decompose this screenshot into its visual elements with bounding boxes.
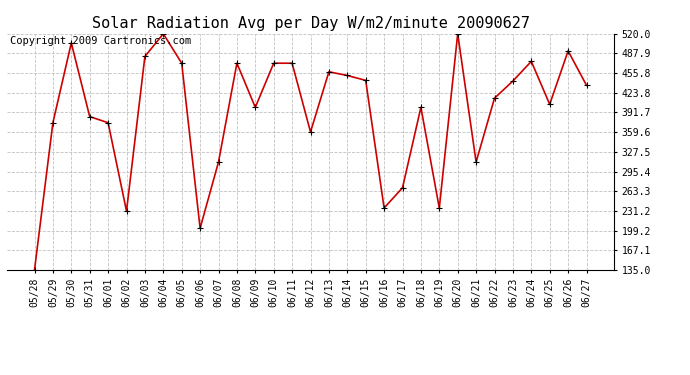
Text: Copyright 2009 Cartronics.com: Copyright 2009 Cartronics.com xyxy=(10,36,191,46)
Title: Solar Radiation Avg per Day W/m2/minute 20090627: Solar Radiation Avg per Day W/m2/minute … xyxy=(92,16,529,31)
